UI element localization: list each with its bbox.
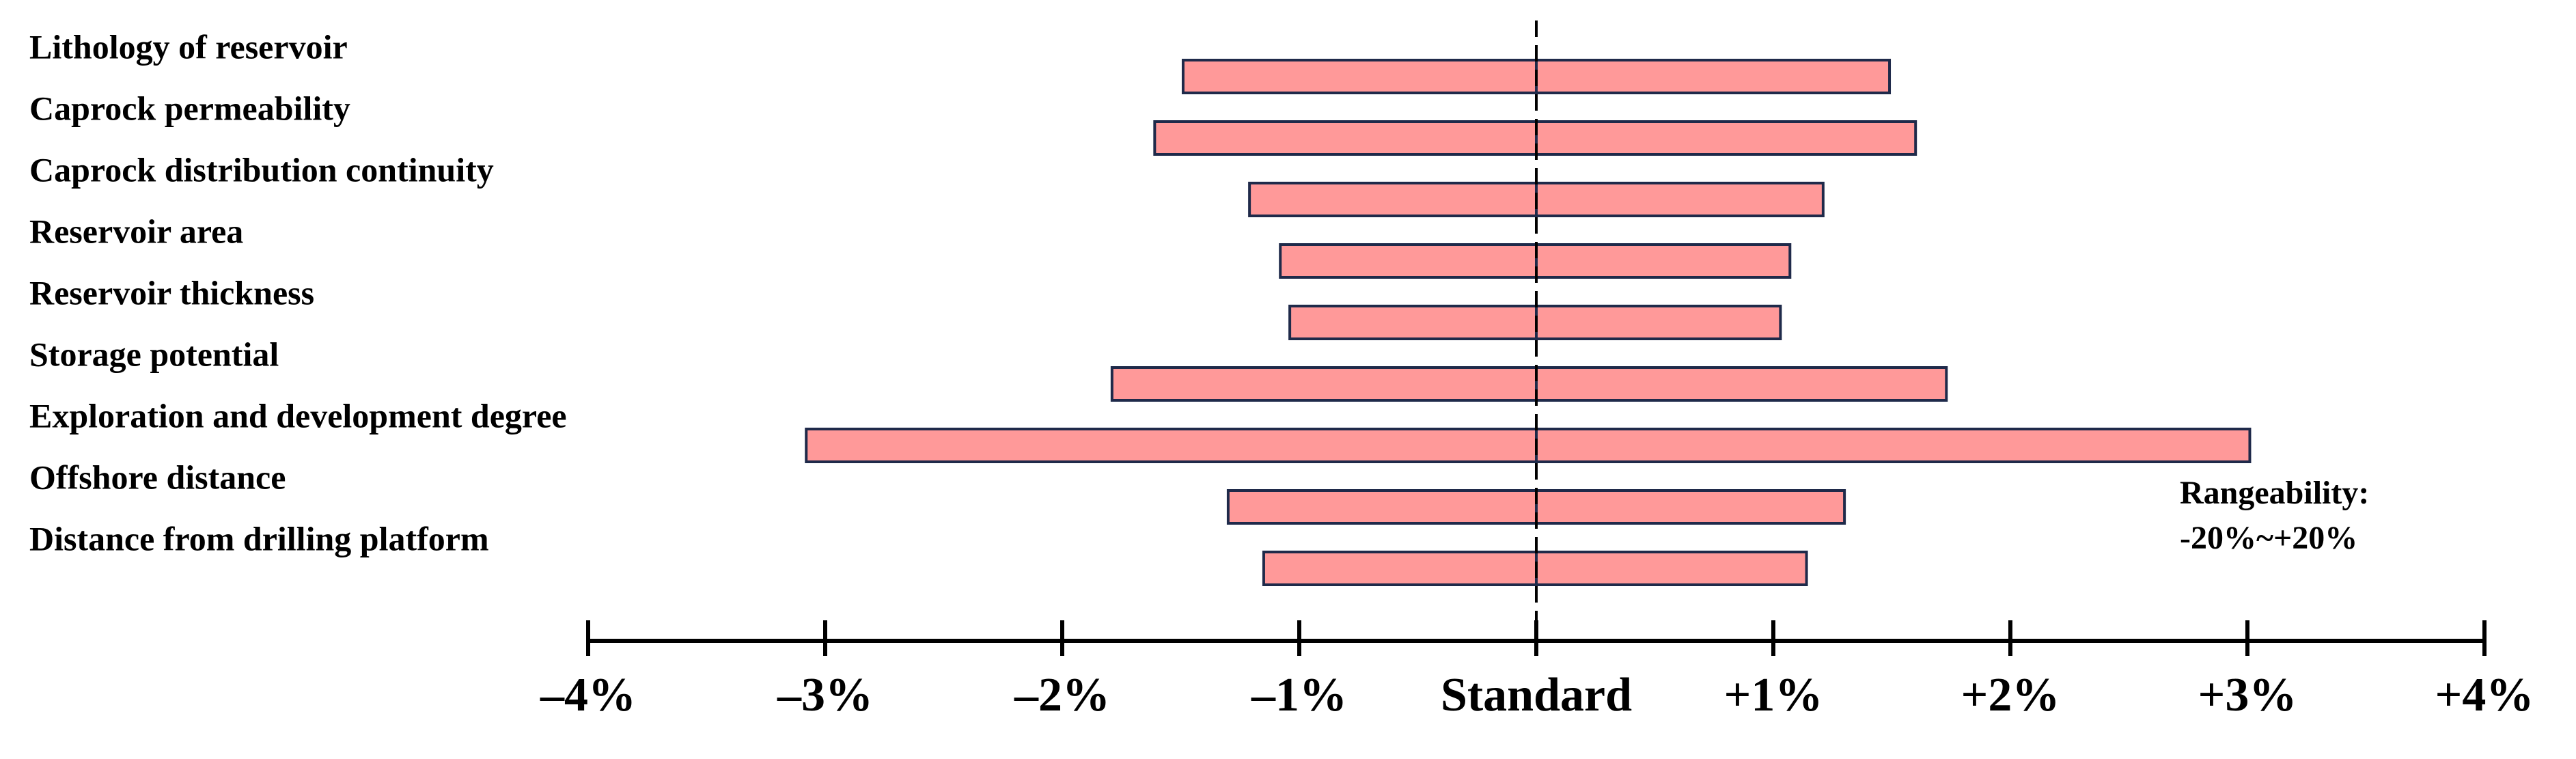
category-label: Offshore distance: [29, 458, 286, 496]
x-tick-label: +3%: [2198, 669, 2297, 721]
bar: [1110, 366, 1538, 402]
bar: [1535, 120, 1917, 156]
x-tick-label: +1%: [1724, 669, 1823, 721]
bar: [1535, 243, 1792, 279]
category-label: Reservoir thickness: [29, 273, 314, 312]
category-label: Caprock permeability: [29, 89, 350, 127]
category-label: Storage potential: [29, 335, 279, 373]
bar: [1535, 59, 1892, 94]
bar: [1288, 305, 1538, 340]
bar: [1535, 489, 1846, 525]
category-label: Lithology of reservoir: [29, 27, 348, 66]
bar: [1262, 551, 1538, 586]
bar: [1535, 551, 1808, 586]
category-label: Caprock distribution continuity: [29, 150, 494, 189]
category-label: Distance from drilling platform: [29, 519, 489, 557]
bar: [1153, 120, 1538, 156]
annotation: Rangeability:: [2180, 475, 2369, 511]
bar: [1279, 243, 1538, 279]
bar: [1226, 489, 1538, 525]
bar: [1535, 182, 1825, 217]
x-tick-label: –4%: [540, 669, 636, 721]
annotation: -20%~+20%: [2180, 520, 2357, 556]
category-label: Exploration and development degree: [29, 396, 567, 434]
x-tick-label: Standard: [1441, 669, 1632, 721]
category-label: Reservoir area: [29, 212, 243, 250]
x-tick-label: –3%: [777, 669, 873, 721]
x-tick-label: –1%: [1251, 669, 1347, 721]
bar: [1181, 59, 1538, 94]
x-tick-label: +4%: [2435, 669, 2534, 721]
bar: [1535, 366, 1948, 402]
x-tick-label: +2%: [1961, 669, 2060, 721]
bar: [1535, 428, 2252, 463]
bar: [1248, 182, 1538, 217]
bar: [805, 428, 1538, 463]
bar: [1535, 305, 1782, 340]
x-tick-label: –2%: [1014, 669, 1110, 721]
